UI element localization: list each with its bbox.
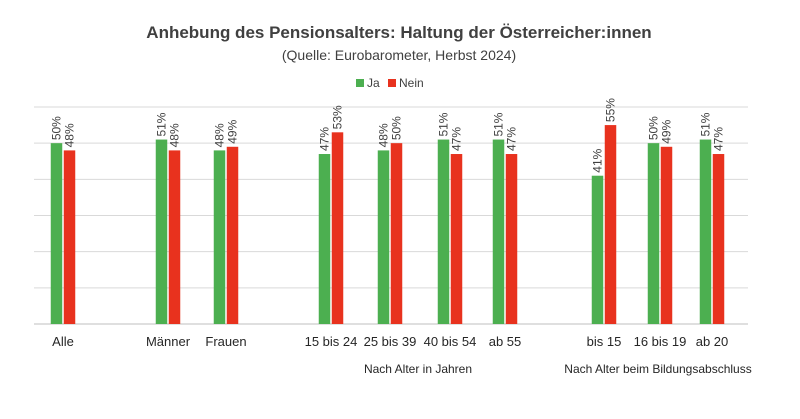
data-label: 47% [712, 127, 726, 151]
bar-nein [450, 154, 463, 324]
group-label: Nach Alter in Jahren [364, 362, 472, 376]
data-label: 48% [168, 123, 182, 147]
chart-subtitle: (Quelle: Eurobarometer, Herbst 2024) [282, 47, 516, 63]
bar-ja [155, 139, 168, 324]
data-label: 51% [492, 112, 506, 136]
data-label: 47% [318, 127, 332, 151]
x-tick-label: 25 bis 39 [364, 334, 417, 349]
x-tick-label: bis 15 [587, 334, 622, 349]
bar-ja [591, 175, 604, 324]
bar-ja [437, 139, 450, 324]
bar-nein [505, 154, 518, 324]
data-label: 50% [647, 116, 661, 140]
x-tick-label: 40 bis 54 [424, 334, 477, 349]
bar-nein [226, 146, 239, 324]
data-label: 48% [377, 123, 391, 147]
x-tick-label: 16 bis 19 [634, 334, 687, 349]
bar-nein [604, 125, 617, 324]
x-tick-label: ab 55 [489, 334, 522, 349]
bar-ja [647, 143, 660, 324]
bar-nein [168, 150, 181, 324]
data-label: 51% [155, 112, 169, 136]
bar-nein [390, 143, 403, 324]
data-label: 47% [505, 127, 519, 151]
data-label: 47% [450, 127, 464, 151]
data-label: 48% [213, 123, 227, 147]
chart-title: Anhebung des Pensionsalters: Haltung der… [146, 23, 651, 42]
x-tick-label: Männer [146, 334, 191, 349]
bar-nein [331, 132, 344, 324]
data-label: 50% [50, 116, 64, 140]
legend-swatch-nein [388, 79, 396, 87]
bar-ja [213, 150, 226, 324]
data-label: 49% [660, 119, 674, 143]
bar-ja [318, 154, 331, 324]
bar-ja [50, 143, 63, 324]
legend-label-nein: Nein [399, 76, 424, 90]
data-label: 41% [591, 148, 605, 172]
data-label: 51% [437, 112, 451, 136]
legend-label-ja: Ja [367, 76, 380, 90]
bar-ja [492, 139, 505, 324]
x-tick-label: 15 bis 24 [305, 334, 358, 349]
bar-ja [377, 150, 390, 324]
bar-nein [63, 150, 76, 324]
bar-ja [699, 139, 712, 324]
x-tick-label: Alle [52, 334, 74, 349]
data-label: 50% [390, 116, 404, 140]
bar-nein [660, 146, 673, 324]
x-axis-tick-labels: Alle Männer Frauen 15 bis 24 25 bis 39 40 bis… [52, 334, 728, 349]
data-label: 55% [604, 98, 618, 122]
group-labels: Nach Alter in Jahren Nach Alter beim Bild… [364, 362, 752, 376]
x-tick-label: ab 20 [696, 334, 729, 349]
bars [50, 125, 725, 324]
x-tick-label: Frauen [205, 334, 246, 349]
data-label: 49% [226, 119, 240, 143]
data-labels: 50% 48% 51% 48% 48% 49% 47%53%48% 50% 51%47%51%4… [50, 98, 726, 173]
data-label: 48% [63, 123, 77, 147]
data-label: 53% [331, 105, 345, 129]
group-label: Nach Alter beim Bildungsabschluss [564, 362, 751, 376]
chart-legend: Ja Nein [356, 76, 424, 90]
data-label: 51% [699, 112, 713, 136]
bar-nein [712, 154, 725, 324]
legend-swatch-ja [356, 79, 364, 87]
